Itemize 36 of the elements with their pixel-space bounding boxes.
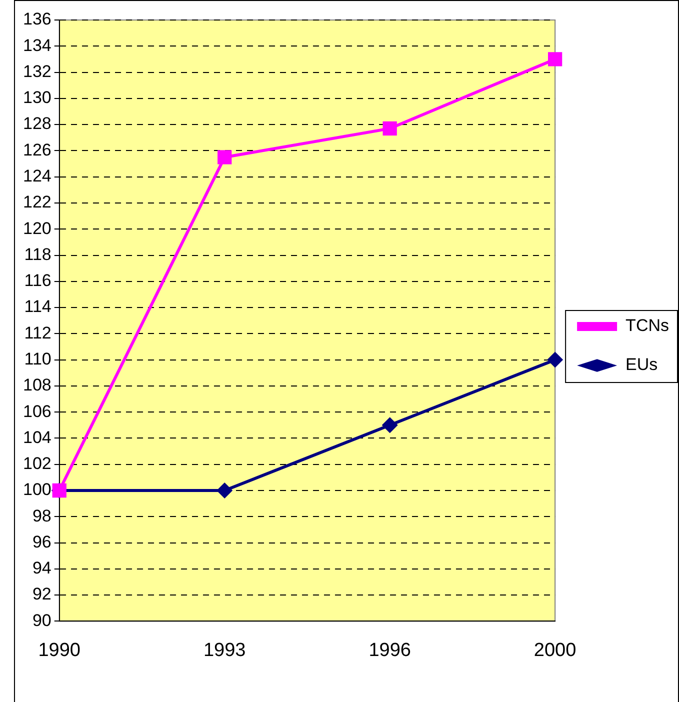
- legend-label: EUs: [626, 355, 658, 374]
- y-tick-label: 126: [22, 140, 52, 160]
- y-tick-label: 96: [32, 532, 52, 552]
- y-tick-label: 92: [32, 584, 52, 604]
- y-tick-label: 90: [32, 610, 52, 630]
- point: [218, 150, 232, 164]
- y-tick-label: 122: [22, 192, 52, 212]
- y-tick-label: 108: [22, 376, 52, 395]
- y-tick-label: 104: [22, 428, 52, 447]
- point: [382, 121, 397, 136]
- point: [382, 417, 398, 434]
- x-tick-label: 2000: [534, 640, 576, 661]
- x-tick-label: 1990: [38, 640, 81, 661]
- legend-label: TCNs: [626, 316, 670, 336]
- y-tick-label: 110: [24, 349, 52, 368]
- y-tick-label: 114: [24, 297, 52, 316]
- y-tick-label: 94: [32, 558, 52, 578]
- x-tick-label: 1993: [203, 640, 246, 661]
- y-tick-label: 128: [22, 114, 52, 134]
- y-tick-label: 112: [24, 323, 52, 342]
- point: [216, 482, 233, 499]
- y-tick-label: 116: [24, 271, 52, 290]
- point: [547, 352, 564, 368]
- point: [548, 52, 562, 66]
- y-tick-label: 134: [22, 36, 52, 55]
- x-tick-label: 1996: [368, 640, 411, 661]
- y-tick-label: 120: [22, 218, 52, 238]
- y-tick-label: 106: [22, 402, 52, 421]
- y-tick-label: 102: [22, 454, 52, 474]
- y-tick-label: 100: [22, 480, 52, 500]
- y-tick-label: 118: [24, 244, 52, 264]
- y-tick-label: 136: [22, 10, 52, 29]
- y-tick-label: 130: [22, 88, 52, 108]
- y-tick-label: 98: [32, 506, 52, 526]
- y-tick-label: 132: [22, 62, 52, 81]
- y-tick-label: 124: [22, 166, 52, 186]
